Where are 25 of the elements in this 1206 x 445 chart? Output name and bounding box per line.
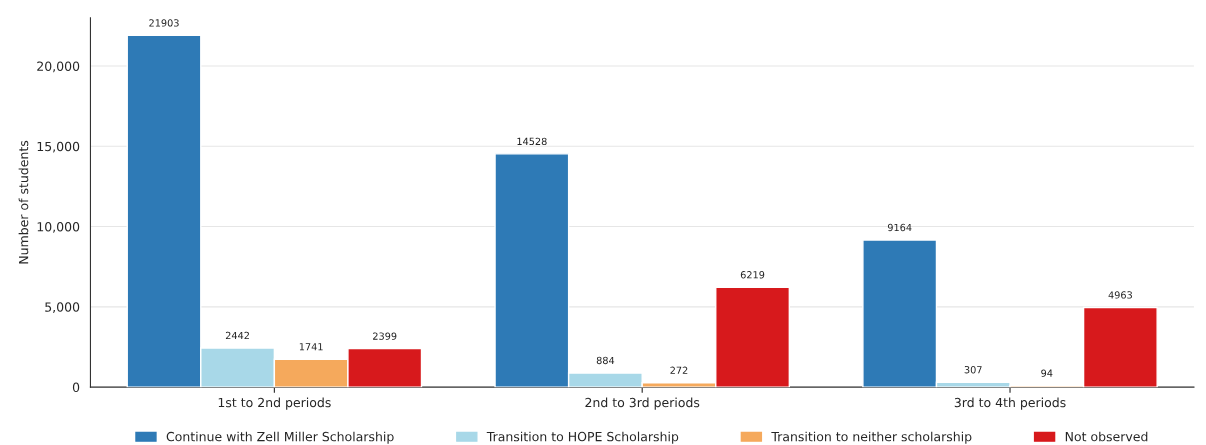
y-axis-title: Number of students — [18, 140, 29, 264]
data-label: 1741 — [299, 343, 323, 351]
y-tick-label: 20,000 — [37, 61, 80, 73]
x-tick-label: 3rd to 4th periods — [954, 397, 1066, 410]
x-tick-label: 2nd to 3rd periods — [585, 397, 700, 410]
legend-label: Not observed — [1065, 431, 1148, 442]
legend-label: Transition to HOPE Scholarship — [486, 431, 679, 444]
data-label: 21903 — [149, 19, 179, 27]
data-label: 884 — [596, 356, 615, 365]
data-label: 4963 — [1108, 291, 1132, 299]
data-label: 94 — [1041, 369, 1053, 377]
x-tick-label: 1st to 2nd periods — [218, 397, 331, 410]
data-label: 2442 — [225, 331, 249, 339]
legend-label: Continue with Zell Miller Scholarship — [166, 431, 394, 444]
data-label: 14528 — [517, 137, 547, 146]
y-tick-label: 5,000 — [45, 302, 80, 314]
data-label: 2399 — [373, 332, 397, 340]
data-label: 9164 — [887, 223, 912, 232]
y-tick-label: 15,000 — [37, 141, 80, 153]
legend-label: Transition to neither scholarship — [771, 431, 972, 444]
data-label: 307 — [964, 366, 982, 374]
data-label: 6219 — [740, 271, 765, 279]
y-tick-label: 10,000 — [37, 222, 80, 233]
data-label: 272 — [670, 366, 688, 374]
y-tick-label: 0 — [72, 382, 80, 393]
